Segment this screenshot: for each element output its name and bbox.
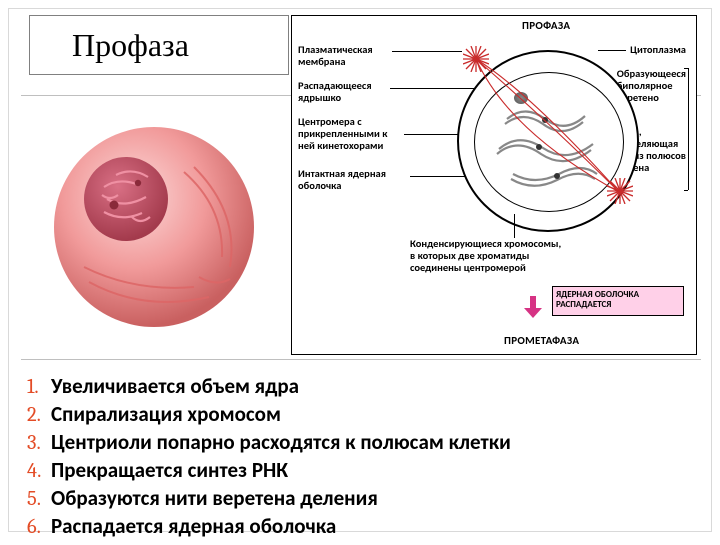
leader-plasma xyxy=(392,51,462,52)
spindle-fibers xyxy=(459,52,641,234)
list-num: 5. xyxy=(27,488,51,511)
list-item: 1.Увеличивается объем ядра xyxy=(27,373,695,399)
label-plasma-membrane: Плазматическаямембрана xyxy=(298,44,373,68)
leader-cytoplasm xyxy=(598,50,626,51)
leader-right-brace xyxy=(688,68,689,190)
list-num: 4. xyxy=(27,460,51,483)
label-envelope: Интактная ядернаяоболочка xyxy=(298,168,386,192)
list-item: 4.Прекращается синтез РНК xyxy=(27,457,695,483)
title-box: Профаза xyxy=(29,15,289,75)
arrow-down-icon xyxy=(522,296,544,318)
list-item: 6.Распадается ядерная оболочка xyxy=(27,513,695,539)
cell-diagram xyxy=(457,50,639,232)
list-num: 2. xyxy=(27,404,51,427)
label-nucleolus: Распадающеесяядрышко xyxy=(298,80,372,104)
cell-svg xyxy=(44,117,264,337)
list-text: Образуются нити веретена деления xyxy=(51,485,378,511)
nuclear-envelope-breaks-box: ЯДЕРНАЯ ОБОЛОЧКАРАСПАДАЕТСЯ xyxy=(552,286,684,316)
process-list: 1.Увеличивается объем ядра 2.Спирализаци… xyxy=(21,369,701,545)
list-text: Центриоли попарно расходятся к полюсам к… xyxy=(51,429,511,455)
leader-brace-bottom xyxy=(684,190,688,191)
leader-bottom xyxy=(514,214,515,238)
label-condensing-chromosomes: Конденсирующиеся хромосомы,в которых две… xyxy=(410,238,610,274)
list-text: Увеличивается объем ядра xyxy=(51,373,299,399)
slide-frame: Профаза xyxy=(8,8,712,532)
prometaphase-label: ПРОМЕТАФАЗА xyxy=(504,334,579,347)
diagram-title: ПРОФАЗА xyxy=(522,19,570,32)
list-item: 3.Центриоли попарно расходятся к полюсам… xyxy=(27,429,695,455)
labeled-diagram-panel: ПРОФАЗА Плазматическаямембрана Распадающ… xyxy=(291,15,697,355)
label-centromere: Центромера сприкрепленными кней кинетохо… xyxy=(298,116,387,152)
page-title: Профаза xyxy=(72,27,189,64)
cell-illustration-3d xyxy=(44,117,264,342)
list-num: 3. xyxy=(27,432,51,455)
list-text: Спирализация хромосом xyxy=(51,401,281,427)
list-text: Распадается ядерная оболочка xyxy=(51,513,336,539)
list-num: 1. xyxy=(27,376,51,399)
list-item: 2.Спирализация хромосом xyxy=(27,401,695,427)
divider-bottom xyxy=(21,359,701,360)
list-num: 6. xyxy=(27,516,51,539)
leader-brace-top xyxy=(684,68,688,69)
list-text: Прекращается синтез РНК xyxy=(51,457,288,483)
list-item: 5.Образуются нити веретена деления xyxy=(27,485,695,511)
